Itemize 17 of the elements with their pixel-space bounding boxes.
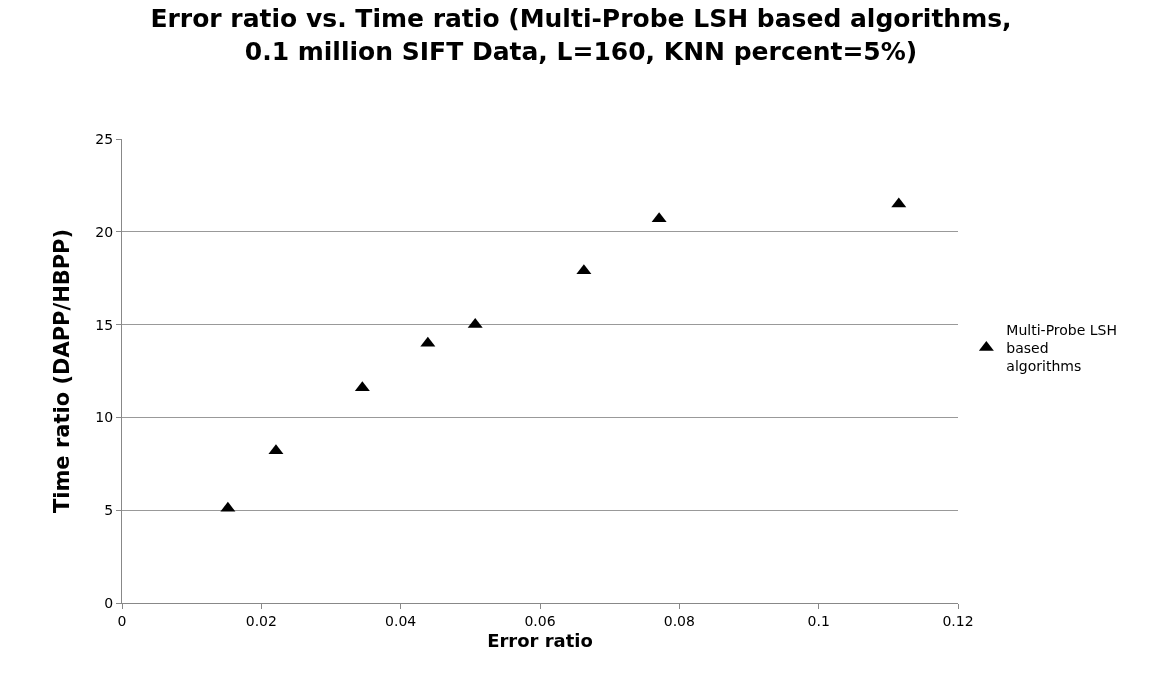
- chart-title: Error ratio vs. Time ratio (Multi-Probe LSH based algorithms, 0.1 million SIFT Data, L=160, KNN percent=5%): [150, 4, 1012, 66]
- y-tick-label: 15: [95, 316, 114, 333]
- x-tick-label: 0.04: [385, 612, 417, 629]
- legend-label: Multi-Probe LSH based algorithms: [1006, 321, 1118, 375]
- x-tick-label: 0.06: [524, 612, 556, 629]
- x-tick-label: 0.02: [245, 612, 277, 629]
- y-tick-label: 0: [104, 594, 114, 611]
- y-tick-label: 10: [95, 409, 114, 426]
- x-tick-label: 0.12: [942, 612, 974, 629]
- y-tick-label: 5: [104, 502, 114, 519]
- x-tick-label: 0.08: [663, 612, 695, 629]
- y-tick-label: 20: [95, 223, 114, 240]
- x-tick-label: 0: [117, 612, 127, 629]
- y-tick-label: 25: [95, 130, 114, 147]
- x-axis-title: Error ratio: [487, 629, 593, 651]
- x-tick-label: 0.1: [807, 612, 830, 629]
- y-axis-title: Time ratio (DAPP/HBPP): [49, 228, 74, 514]
